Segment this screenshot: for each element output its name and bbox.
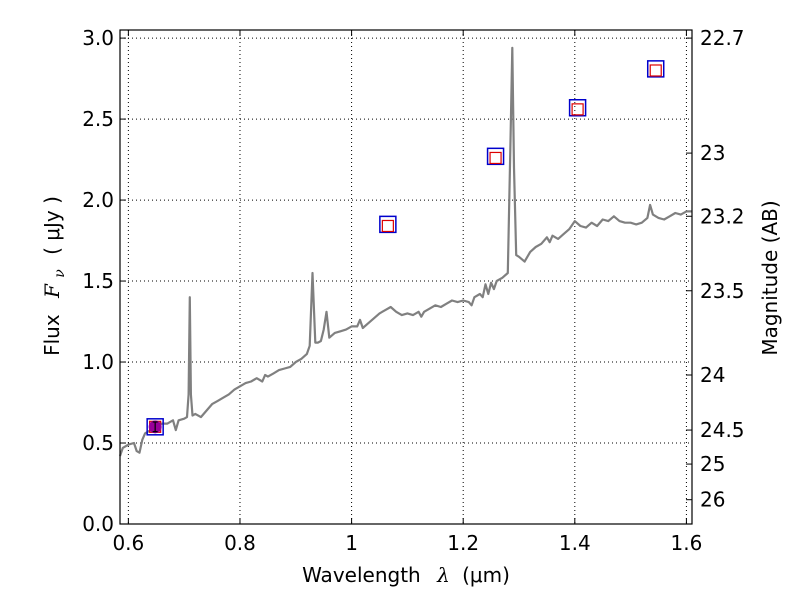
observed-flux-marker: [489, 151, 502, 165]
y2-tick-label: 26: [700, 488, 725, 512]
x-axis-label-unit: (μm): [462, 563, 510, 587]
photometry-markers: [146, 60, 665, 436]
y-axis-label-subscript: ν: [52, 269, 68, 278]
y-tick-label: 0.0: [82, 512, 114, 536]
y-tick-label: 0.5: [82, 431, 114, 455]
y2-tick-label: 23.5: [700, 279, 745, 303]
y-tick-label: 3.0: [82, 26, 114, 50]
y-axis-label-unit: ( μJy ): [40, 196, 64, 255]
observed-flux-marker: [381, 219, 394, 233]
model-magnitude-marker: [486, 147, 505, 166]
x-axis-label-prefix: Wavelength: [302, 563, 421, 587]
y2-tick-label: 23.2: [700, 204, 745, 228]
y-axis-label: Flux F ν ( μJy ): [40, 196, 69, 356]
x-tick-label: 1.6: [671, 531, 703, 555]
model-magnitude-marker: [568, 98, 587, 117]
x-tick-label: 0.8: [224, 531, 256, 555]
y2-tick-label: 24.5: [700, 418, 745, 442]
x-tick-label: 0.6: [112, 531, 144, 555]
y2-axis-label: Magnitude (AB): [758, 200, 782, 355]
spectrum-line: [118, 46, 692, 457]
x-tick-label: 1: [345, 531, 358, 555]
model-magnitude-marker: [379, 215, 397, 234]
y-tick-label: 2.5: [82, 107, 114, 131]
y2-tick-label: 24: [700, 363, 725, 387]
y-axis-label-prefix: Flux: [40, 314, 64, 356]
observed-flux-marker: [649, 64, 662, 77]
y2-tick-label: 25: [700, 452, 725, 476]
y-tick-label: 1.5: [82, 269, 114, 293]
y-axis-label-symbol: F: [40, 283, 64, 299]
x-axis-label-symbol: λ: [436, 563, 450, 587]
y2-tick-label: 22.7: [700, 26, 745, 50]
y2-tick-label: 23: [700, 141, 725, 165]
series-layer: [118, 46, 692, 457]
y-tick-label: 2.0: [82, 188, 114, 212]
grid: [120, 30, 692, 524]
model-magnitude-marker: [646, 60, 665, 78]
plot-frame: [119, 29, 693, 525]
y-tick-label: 1.0: [82, 350, 114, 374]
observed-flux-marker: [571, 103, 584, 116]
ticks: 0.6 0.8 1 1.2 1.4 1.6 0.0 0.5 1.0 1.5 2.0 2.5 3.0 22.…: [82, 26, 744, 555]
x-tick-label: 1.4: [559, 531, 591, 555]
x-axis-label: Wavelength λ (μm): [302, 563, 510, 587]
model-magnitude-marker: [146, 418, 164, 436]
x-tick-label: 1.2: [447, 531, 479, 555]
